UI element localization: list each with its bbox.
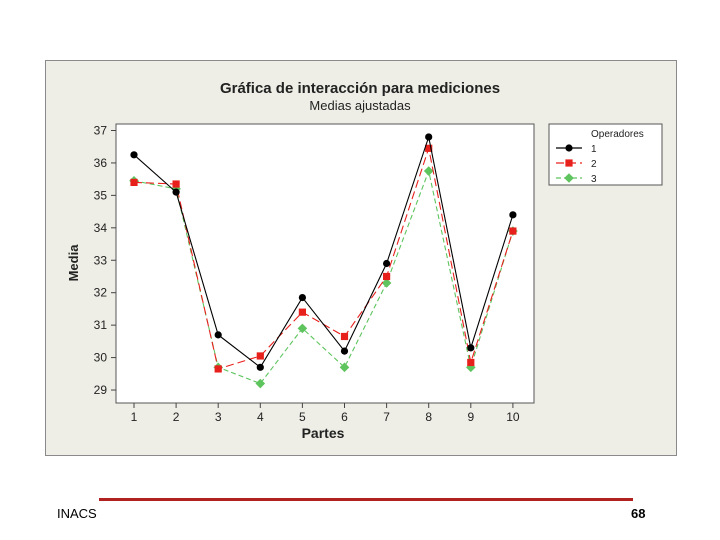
- data-point: [383, 272, 391, 281]
- data-point: [298, 308, 306, 316]
- y-tick-label: 29: [94, 383, 108, 397]
- data-point: [467, 358, 475, 367]
- x-tick-label: 1: [131, 410, 138, 424]
- data-point: [339, 362, 350, 373]
- data-point: [509, 227, 517, 235]
- series-line-1: [133, 134, 514, 369]
- data-point: [381, 278, 392, 288]
- legend-marker-3: [564, 173, 574, 183]
- y-axis-label: Media: [66, 244, 81, 282]
- y-tick-label: 36: [94, 156, 108, 170]
- legend-marker-1: [565, 144, 573, 152]
- data-point: [172, 188, 180, 196]
- x-tick-label: 3: [215, 410, 222, 424]
- data-point: [425, 133, 433, 141]
- y-tick-label: 33: [94, 253, 108, 267]
- data-point: [172, 180, 180, 188]
- x-axis: 1 2 3 4 5 6 7 8 9 10: [131, 403, 520, 424]
- data-point: [255, 378, 266, 389]
- data-point: [130, 151, 138, 159]
- data-point: [383, 259, 391, 268]
- x-tick-label: 5: [299, 410, 306, 424]
- legend-marker-2: [565, 159, 573, 167]
- data-point: [130, 178, 138, 186]
- x-tick-label: 6: [341, 410, 348, 424]
- footer-org: INACS: [57, 506, 97, 521]
- data-point: [340, 332, 349, 341]
- plot-area: [115, 123, 535, 404]
- y-tick-label: 30: [94, 351, 108, 365]
- data-point: [256, 363, 264, 371]
- x-tick-label: 9: [467, 410, 474, 424]
- page-number: 68: [631, 506, 646, 521]
- data-point: [214, 331, 222, 339]
- data-point: [466, 362, 476, 373]
- y-tick-label: 35: [94, 188, 108, 202]
- y-tick-label: 37: [94, 123, 108, 137]
- legend-title: Operadores: [591, 129, 644, 140]
- series-line-3: [133, 169, 514, 385]
- legend-label-3: 3: [591, 174, 597, 185]
- x-tick-label: 4: [257, 410, 264, 424]
- y-tick-label: 31: [94, 318, 108, 332]
- chart-subtitle: Medias ajustadas: [309, 98, 411, 113]
- data-point: [298, 293, 306, 302]
- data-point: [214, 365, 222, 373]
- data-point: [340, 347, 349, 355]
- x-tick-label: 2: [173, 410, 180, 424]
- y-tick-label: 34: [94, 221, 108, 235]
- data-point: [467, 344, 475, 352]
- x-axis-label: Partes: [302, 425, 345, 441]
- footer-divider: [99, 498, 633, 501]
- x-tick-label: 7: [383, 410, 390, 424]
- data-point: [509, 211, 517, 219]
- x-tick-label: 8: [425, 410, 432, 424]
- chart-title: Gráfica de interacción para mediciones: [220, 80, 500, 97]
- data-point: [297, 323, 308, 334]
- y-tick-label: 32: [94, 286, 108, 300]
- legend-label-2: 2: [591, 159, 597, 170]
- x-tick-label: 10: [506, 410, 520, 424]
- legend-label-1: 1: [591, 144, 597, 155]
- series-layer: [129, 133, 518, 389]
- data-point: [423, 166, 434, 176]
- data-point: [425, 144, 433, 152]
- series-1: [130, 133, 517, 371]
- y-axis: 29 30 31 32 33 34 35 36 37: [94, 123, 116, 397]
- data-point: [256, 352, 264, 360]
- legend: 1 2 3: [556, 144, 597, 185]
